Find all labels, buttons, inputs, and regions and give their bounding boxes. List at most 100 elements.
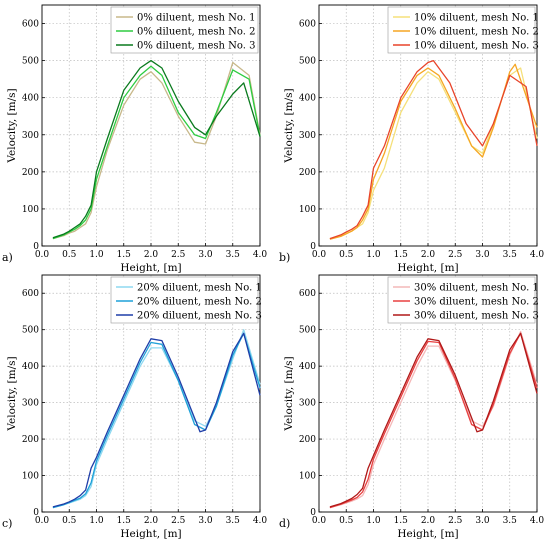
y-axis-label: Velocity, [m/s] <box>6 88 18 163</box>
legend-entry-3: 10% diluent, mesh No. 3 <box>414 41 539 52</box>
x-tick-label: 4.0 <box>253 516 268 526</box>
y-tick-label: 600 <box>22 289 39 299</box>
x-tick-label: 2.0 <box>144 516 159 526</box>
y-axis-label: Velocity, [m/s] <box>283 88 295 163</box>
chart-panel-4: 0.0 0.5 1.0 1.5 2.0 2.5 3.0 3.5 4.0 0 100 200 300 400… <box>279 274 545 540</box>
y-tick-label: 200 <box>299 168 316 178</box>
series-line-2 <box>52 65 261 240</box>
x-tick-label: 0.0 <box>35 250 50 260</box>
x-tick-label: 1.5 <box>117 250 132 260</box>
x-tick-label: 4.0 <box>530 516 545 526</box>
x-axis-label: Height, [m] <box>120 262 181 274</box>
y-tick-label: 500 <box>299 326 316 336</box>
y-tick-label: 400 <box>299 362 316 372</box>
y-tick-label: 500 <box>299 57 316 67</box>
y-tick-label: 100 <box>22 205 39 215</box>
y-tick-label: 100 <box>299 205 316 215</box>
x-tick-label: 3.0 <box>198 516 213 526</box>
y-tick-label: 600 <box>299 289 316 299</box>
x-tick-label: 3.5 <box>226 516 241 526</box>
legend-box <box>110 6 259 54</box>
panel-tag: d) <box>279 517 290 530</box>
y-tick-label: 0 <box>33 242 39 252</box>
x-tick-label: 3.0 <box>198 250 213 260</box>
y-tick-label: 0 <box>310 508 316 518</box>
legend-entry-1: 20% diluent, mesh No. 1 <box>137 283 262 294</box>
legend-entry-2: 0% diluent, mesh No. 2 <box>137 27 255 38</box>
y-tick-label: 300 <box>299 399 316 409</box>
y-tick-label: 300 <box>299 131 316 141</box>
y-tick-label: 200 <box>22 168 39 178</box>
y-tick-label: 200 <box>22 435 39 445</box>
series-line-1 <box>52 329 261 509</box>
x-tick-label: 0.5 <box>339 250 354 260</box>
legend-entry-3: 30% diluent, mesh No. 3 <box>414 311 539 322</box>
x-tick-label: 1.5 <box>117 516 132 526</box>
x-axis-label: Height, [m] <box>120 528 181 540</box>
legend-box <box>110 276 259 324</box>
chart-panel-2: 0.0 0.5 1.0 1.5 2.0 2.5 3.0 3.5 4.0 0 100 200 300 400… <box>279 4 545 274</box>
series-line-3 <box>329 332 538 508</box>
series-line-1 <box>52 61 261 240</box>
series-line-3 <box>52 332 261 508</box>
x-tick-label: 0.5 <box>62 250 77 260</box>
x-tick-label: 3.0 <box>475 516 490 526</box>
y-tick-label: 100 <box>299 472 316 482</box>
x-tick-label: 3.5 <box>503 516 518 526</box>
y-tick-label: 500 <box>22 326 39 336</box>
series-line-2 <box>52 332 261 509</box>
legend-entry-2: 20% diluent, mesh No. 2 <box>137 297 262 308</box>
y-tick-label: 400 <box>299 94 316 104</box>
x-tick-label: 2.5 <box>171 516 186 526</box>
legend-entry-1: 10% diluent, mesh No. 1 <box>414 13 539 24</box>
x-tick-label: 3.5 <box>503 250 518 260</box>
y-tick-label: 0 <box>310 242 316 252</box>
y-axis-label: Velocity, [m/s] <box>6 356 18 431</box>
x-tick-label: 0.5 <box>62 516 77 526</box>
chart-panel-3: 0.0 0.5 1.0 1.5 2.0 2.5 3.0 3.5 4.0 0 100 200 300 400… <box>2 274 268 540</box>
legend-entry-3: 20% diluent, mesh No. 3 <box>137 311 262 322</box>
y-tick-label: 400 <box>22 94 39 104</box>
plot-frame <box>41 4 261 247</box>
y-tick-label: 300 <box>22 399 39 409</box>
x-tick-label: 1.5 <box>394 516 409 526</box>
x-tick-label: 1.5 <box>394 250 409 260</box>
series-line-1 <box>329 330 538 509</box>
y-tick-label: 500 <box>22 57 39 67</box>
x-tick-label: 4.0 <box>253 250 268 260</box>
x-tick-label: 0.5 <box>339 516 354 526</box>
x-tick-label: 2.5 <box>448 516 463 526</box>
x-tick-label: 3.0 <box>475 250 490 260</box>
y-tick-label: 200 <box>299 435 316 445</box>
legend-entry-3: 0% diluent, mesh No. 3 <box>137 41 255 52</box>
x-tick-label: 2.5 <box>448 250 463 260</box>
series-line-3 <box>329 59 538 240</box>
x-tick-label: 2.5 <box>171 250 186 260</box>
legend-box <box>387 276 536 324</box>
x-tick-label: 3.5 <box>226 250 241 260</box>
y-tick-label: 0 <box>33 508 39 518</box>
y-tick-label: 600 <box>22 20 39 30</box>
x-tick-label: 1.0 <box>366 516 381 526</box>
x-tick-label: 0.0 <box>312 250 327 260</box>
y-tick-label: 300 <box>22 131 39 141</box>
x-tick-label: 2.0 <box>144 250 159 260</box>
series-line-1 <box>329 67 538 240</box>
chart-panel-1: 0.0 0.5 1.0 1.5 2.0 2.5 3.0 3.5 4.0 0 100 200 300 400… <box>2 4 268 274</box>
series-line-2 <box>329 332 538 509</box>
x-axis-label: Height, [m] <box>397 262 458 274</box>
panel-tag: c) <box>2 517 12 530</box>
legend-entry-1: 30% diluent, mesh No. 1 <box>414 283 539 294</box>
legend-entry-1: 0% diluent, mesh No. 1 <box>137 13 255 24</box>
x-tick-label: 1.0 <box>89 516 104 526</box>
x-tick-label: 2.0 <box>421 516 436 526</box>
legend-box <box>387 6 536 54</box>
series-line-2 <box>329 63 538 240</box>
series-line-3 <box>52 59 261 239</box>
legend-entry-2: 30% diluent, mesh No. 2 <box>414 297 539 308</box>
x-tick-label: 2.0 <box>421 250 436 260</box>
y-tick-label: 400 <box>22 362 39 372</box>
x-tick-label: 4.0 <box>530 250 545 260</box>
x-axis-label: Height, [m] <box>397 528 458 540</box>
